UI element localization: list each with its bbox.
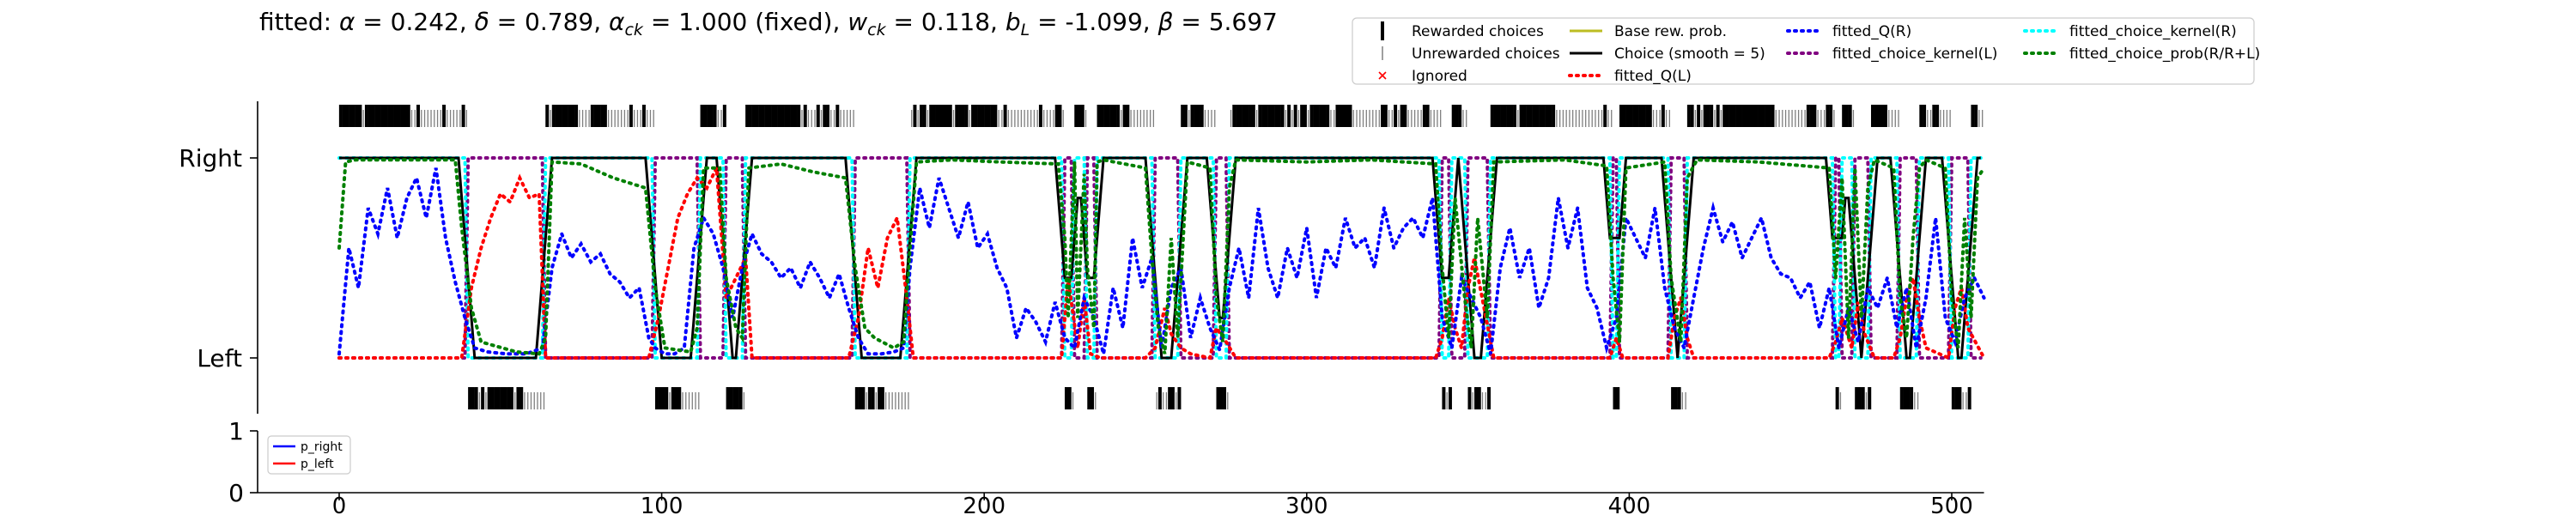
legend-label-base-rew-prob: Base rew. prob. (1614, 23, 1727, 40)
choice-prob-lines (337, 157, 1986, 356)
lower-y-tick-label: 1 (228, 417, 244, 445)
legend-label-fitted-choice-prob-r-r-l: fitted_choice_prob(R/R+L) (2069, 45, 2260, 63)
series-fitted-q-left (337, 161, 1986, 360)
chart-title-group: fitted: α = 0.242, δ = 0.789, αck = 1.00… (259, 8, 1278, 39)
x-tick-label: 300 (1285, 494, 1328, 515)
series-fitted-q-right (337, 167, 1986, 356)
main-plot-panel: Right Left (179, 101, 1986, 414)
y-tick-label: Left (197, 344, 242, 373)
series-fitted-choice-prob (337, 157, 1986, 356)
lower-legend-label-p-left: p_left (301, 457, 334, 471)
y-tick-label: Right (179, 144, 242, 173)
legend-label-ignored: Ignored (1412, 68, 1467, 85)
probability-panel: 0 1 0 100 200 300 400 500 p_right p_left (228, 417, 1984, 515)
legend-label-rewarded-choices: Rewarded choices (1412, 23, 1544, 40)
legend-swatch-ignored (1378, 71, 1387, 80)
lower-y-tick-label: 0 (228, 479, 244, 507)
lower-legend-label-p-right: p_right (301, 440, 343, 454)
trial-tick-rows (338, 105, 1984, 409)
legend-label-fitted-choice-kernel-r: fitted_choice_kernel(R) (2069, 23, 2237, 40)
main-plot-axes: Right Left (179, 101, 258, 414)
x-tick-label: 500 (1930, 494, 1973, 515)
x-tick-label: 100 (641, 494, 683, 515)
x-tick-label: 200 (963, 494, 1005, 515)
lower-legend: p_right p_left (267, 435, 351, 475)
chart-title: fitted: α = 0.242, δ = 0.789, αck = 1.00… (259, 8, 1278, 39)
x-tick-label: 0 (332, 494, 347, 515)
main-legend: Rewarded choices Unrewarded choices Ignore… (1352, 17, 2260, 85)
legend-label-choice-smooth-5: Choice (smooth = 5) (1614, 45, 1765, 63)
legend-frame (1352, 17, 2255, 85)
legend-label-unrewarded-choices: Unrewarded choices (1412, 45, 1560, 63)
x-tick-label: 400 (1608, 494, 1651, 515)
legend-label-fitted-q-l: fitted_Q(L) (1614, 68, 1692, 85)
fitted-q-lines (337, 161, 1986, 360)
legend-label-fitted-q-r: fitted_Q(R) (1832, 23, 1911, 40)
legend-label-fitted-choice-kernel-l: fitted_choice_kernel(L) (1832, 45, 1997, 63)
